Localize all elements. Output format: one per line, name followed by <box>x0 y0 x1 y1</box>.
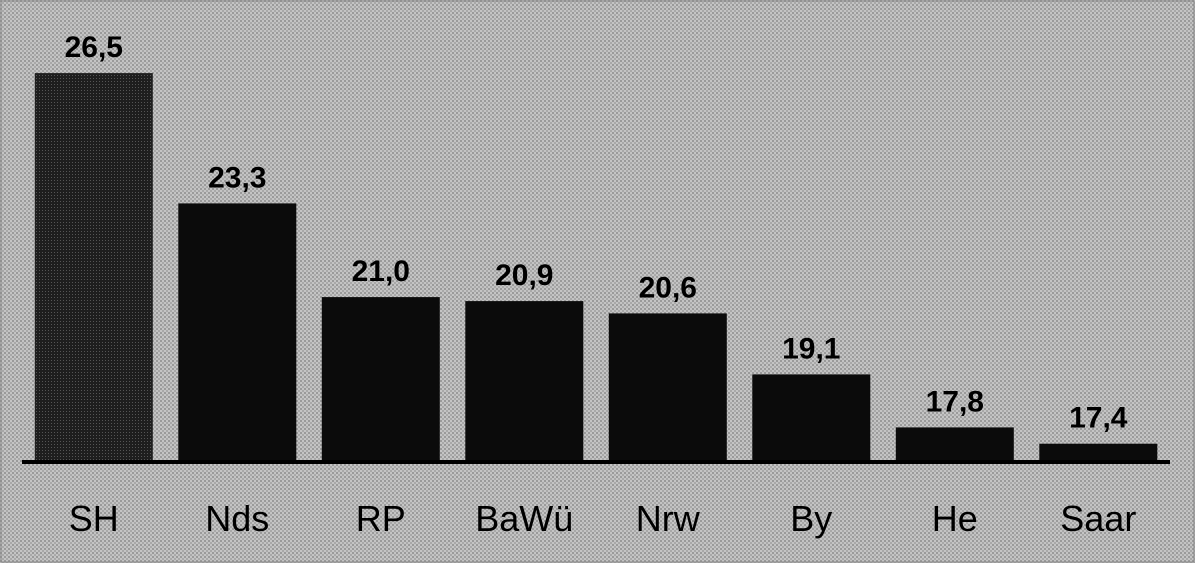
bar-by <box>752 374 871 462</box>
value-label: 20,9 <box>495 259 553 292</box>
value-label: 17,8 <box>926 385 984 418</box>
bar-he <box>895 427 1014 462</box>
value-label: 23,3 <box>208 161 266 194</box>
bar-bawü <box>465 301 584 462</box>
value-label: 19,1 <box>782 332 840 365</box>
bar-nrw <box>608 313 727 462</box>
bar-nds <box>178 203 297 462</box>
category-label: By <box>790 498 832 539</box>
category-label: Nds <box>205 498 269 539</box>
category-label: BaWü <box>475 498 573 539</box>
bar-sh <box>34 73 153 462</box>
value-label: 21,0 <box>352 255 410 288</box>
category-label: Saar <box>1060 498 1136 539</box>
category-label: Nrw <box>636 498 701 539</box>
bar-rp <box>321 297 440 462</box>
category-label: SH <box>69 498 119 539</box>
category-label: RP <box>356 498 406 539</box>
category-label: He <box>932 498 978 539</box>
value-label: 20,6 <box>639 271 697 304</box>
value-label: 17,4 <box>1069 402 1128 435</box>
value-label: 26,5 <box>65 31 123 64</box>
bar-saar <box>1039 443 1158 462</box>
